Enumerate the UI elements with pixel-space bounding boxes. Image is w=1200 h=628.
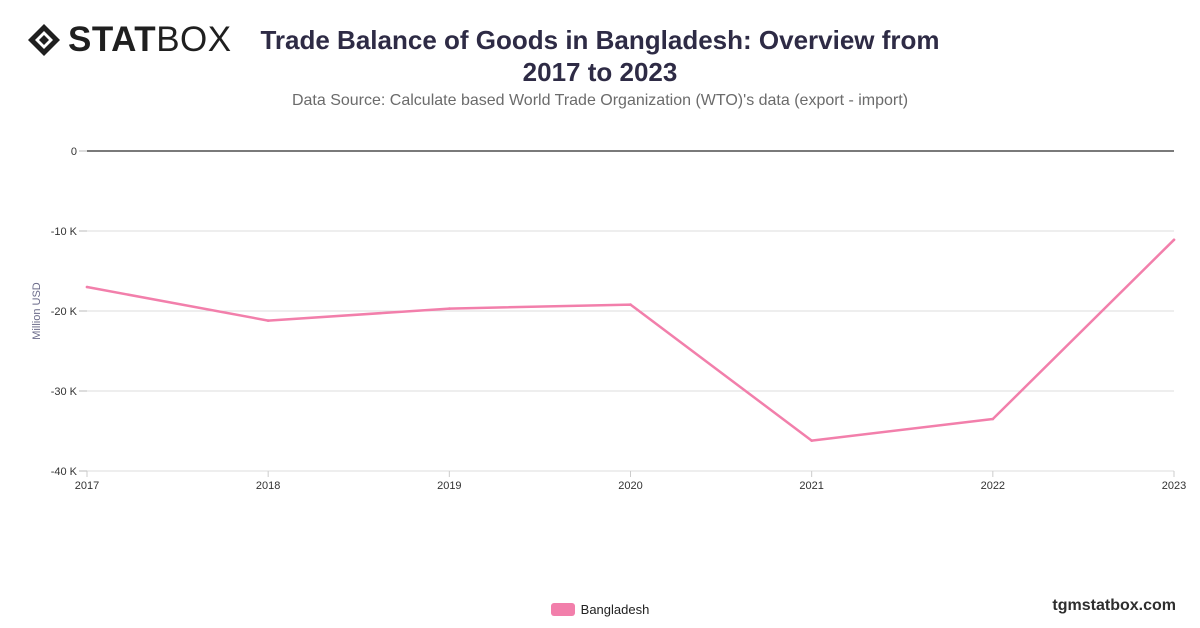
chart-title: Trade Balance of Goods in Bangladesh: Ov… [260, 25, 940, 87]
data-point [810, 439, 813, 442]
x-tick-label: 2018 [256, 480, 280, 492]
diamond-logo-icon [28, 24, 60, 56]
chart-subtitle: Data Source: Calculate based World Trade… [291, 92, 909, 109]
logo-wordmark-light: BOX [156, 20, 232, 59]
legend-label[interactable]: Bangladesh [580, 602, 650, 617]
x-tick-label: 2022 [981, 480, 1005, 492]
legend-swatch[interactable] [550, 603, 575, 616]
data-point [629, 303, 632, 306]
series-line-bangladesh [85, 238, 1176, 442]
logo-wordmark: STATBOX [68, 22, 232, 58]
website-credit: tgmstatbox.com [1052, 597, 1176, 614]
y-tick-label: 0 [71, 146, 77, 158]
data-point [85, 285, 89, 289]
data-point [1172, 238, 1176, 242]
y-tick-label: -40 K [51, 466, 78, 478]
y-tick-label: -30 K [51, 386, 78, 398]
x-tick-label: 2023 [1162, 480, 1186, 492]
chart-legend: Bangladesh [0, 602, 1200, 617]
data-point [991, 417, 995, 421]
logo-wordmark-bold: STAT [68, 20, 157, 59]
y-axis-title: Million USD [31, 282, 43, 340]
brand-logo: STATBOX [26, 22, 232, 58]
x-tick-label: 2019 [437, 480, 461, 492]
data-point [266, 319, 270, 322]
y-tick-label: -10 K [51, 226, 78, 238]
x-tick-label: 2017 [75, 480, 99, 492]
x-tick-label: 2020 [618, 480, 642, 492]
x-tick-label: 2021 [799, 480, 823, 492]
data-point [448, 307, 451, 310]
y-tick-label: -20 K [51, 306, 78, 318]
